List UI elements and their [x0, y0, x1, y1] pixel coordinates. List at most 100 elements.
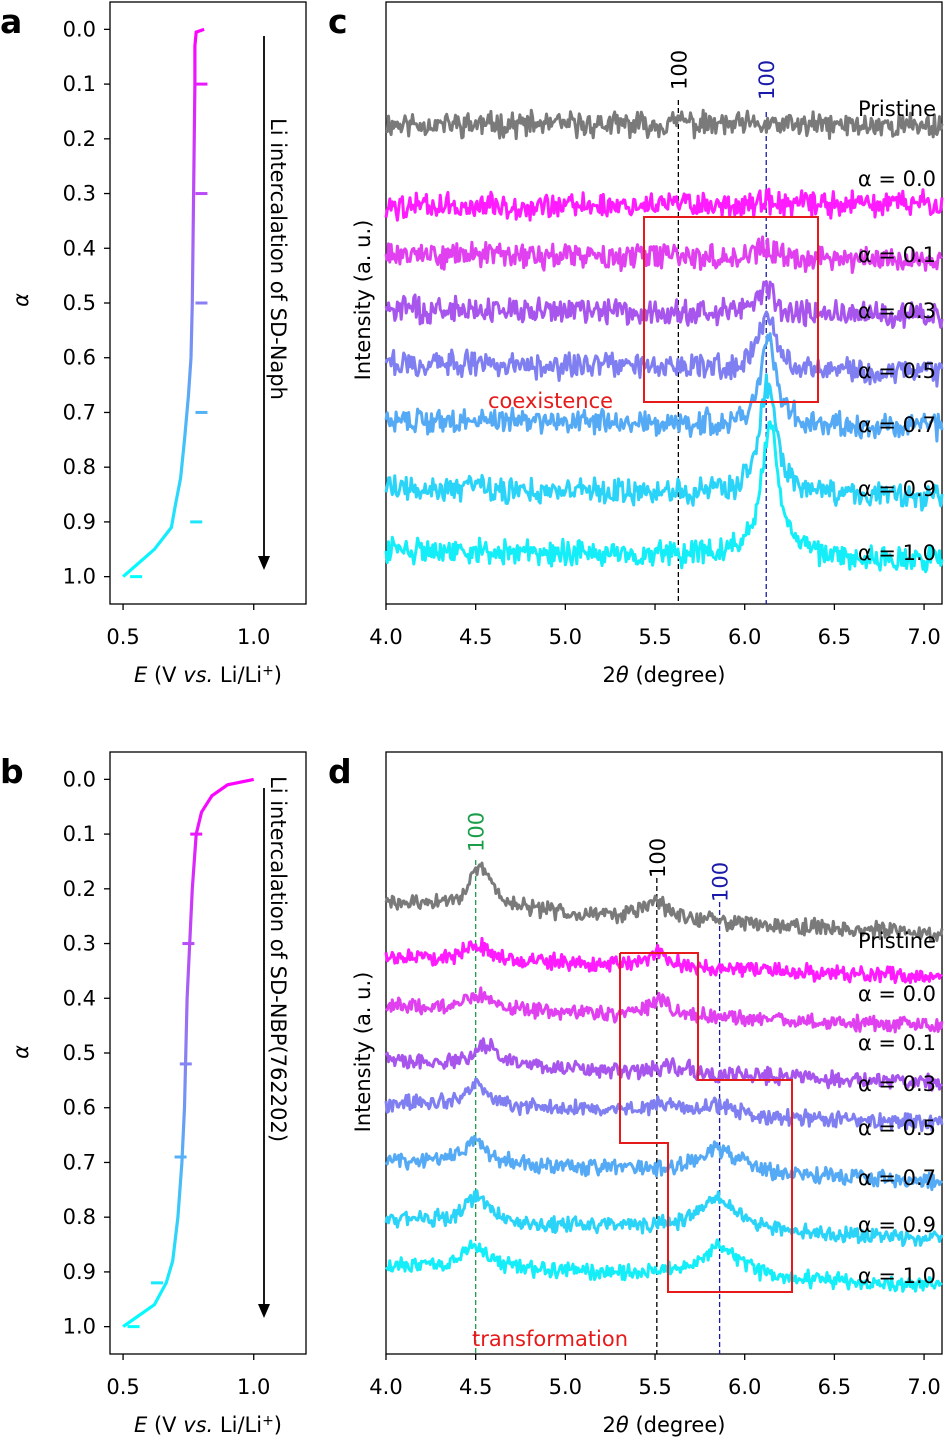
xrd-trace-d — [384, 1037, 944, 1092]
x-tick-label-b: 0.5 — [106, 1375, 139, 1399]
coexistence-label: coexistence — [488, 389, 613, 413]
x-tick-label-d: 6.5 — [818, 1375, 851, 1399]
x-axis-label-b: E (V vs. Li/Li+) — [134, 1413, 282, 1437]
y-tick-label-b: 0.4 — [63, 986, 96, 1010]
x-axis-label-a: E (V vs. Li/Li+) — [134, 663, 282, 687]
y-tick-label-b: 0.9 — [63, 1260, 96, 1284]
trace-label-d: α = 1.0 — [858, 1264, 936, 1288]
y-tick-label-a: 0.6 — [63, 346, 96, 370]
y-tick-label-b: 0.3 — [63, 932, 96, 956]
xrd-trace-d — [384, 861, 944, 942]
xrd-trace-c — [384, 235, 943, 274]
trace-label-c: α = 0.1 — [858, 243, 936, 267]
trace-label-c: α = 1.0 — [858, 541, 936, 565]
y-axis-label-d: Intensity (a. u.) — [351, 972, 375, 1133]
panel-label-a: a — [0, 2, 22, 41]
xrd-trace-d — [384, 1189, 944, 1248]
x-axis-label-c: 2θ (degree) — [603, 663, 726, 687]
y-tick-label-b: 0.7 — [63, 1150, 96, 1174]
xrd-trace-c — [384, 280, 944, 329]
xrd-trace-d — [384, 1134, 944, 1192]
y-axis-label-a: α — [9, 293, 33, 307]
y-tick-label-a: 0.0 — [63, 17, 96, 41]
trace-label-c: α = 0.9 — [858, 477, 936, 501]
xrd-trace-c — [384, 310, 944, 388]
xrd-trace-d — [384, 936, 943, 985]
x-tick-label-c: 7.0 — [907, 625, 940, 649]
y-tick-label-b: 0.6 — [63, 1096, 96, 1120]
y-tick-label-a: 0.3 — [63, 182, 96, 206]
y-tick-label-b: 0.8 — [63, 1205, 96, 1229]
panel-d: 4.0 4.5 5.0 5.5 6.0 6.5 7.0 Intensity (a. u.) … — [351, 751, 944, 1437]
voltage-curve-b — [122, 777, 255, 1328]
xrd-trace-c — [385, 108, 944, 141]
x-tick-label-d: 4.0 — [369, 1375, 402, 1399]
reference-line-label-d: 100 — [646, 838, 670, 878]
x-tick-label-d: 6.0 — [728, 1375, 761, 1399]
trace-label-d: α = 0.3 — [858, 1072, 936, 1096]
x-tick-label-d: 5.0 — [549, 1375, 582, 1399]
trace-label-d: α = 0.1 — [858, 1031, 936, 1055]
x-tick-label-d: 4.5 — [459, 1375, 492, 1399]
panel-label-c: c — [328, 2, 348, 41]
trace-label-c: α = 0.0 — [858, 167, 936, 191]
x-tick-label-d: 5.5 — [638, 1375, 671, 1399]
y-tick-label-a: 1.0 — [63, 565, 96, 589]
trace-label-c: Pristine — [858, 97, 936, 121]
y-tick-label-a: 0.2 — [63, 127, 96, 151]
y-tick-label-b: 0.5 — [63, 1041, 96, 1065]
trace-label-d: α = 0.9 — [858, 1213, 936, 1237]
x-tick-label-c: 4.0 — [369, 625, 402, 649]
xrd-trace-d — [385, 986, 944, 1034]
xrd-trace-d — [384, 1077, 944, 1133]
arrow-head-a — [258, 556, 270, 570]
transformation-label: transformation — [472, 1327, 628, 1351]
annotation-a: Li intercalation of SD-Naph — [266, 118, 290, 400]
x-tick-label-c: 4.5 — [459, 625, 492, 649]
x-tick-label-c: 6.5 — [818, 625, 851, 649]
reference-line-label-d: 100 — [709, 862, 733, 902]
x-tick-label-a: 1.0 — [237, 625, 270, 649]
y-tick-label-a: 0.8 — [63, 455, 96, 479]
reference-line-label-c: 100 — [755, 60, 779, 100]
xrd-trace-c — [384, 332, 944, 443]
coexistence-box — [643, 216, 819, 403]
xrd-trace-c — [384, 373, 944, 512]
panel-c: 4.0 4.5 5.0 5.5 6.0 6.5 7.0 Intensity (a. u.) … — [351, 1, 944, 687]
voltage-curve-a — [122, 27, 205, 578]
trace-label-d: Pristine — [858, 929, 936, 953]
arrow-head-b — [258, 1304, 270, 1318]
trace-label-d: α = 0.0 — [858, 982, 936, 1006]
y-tick-label-a: 0.1 — [63, 72, 96, 96]
y-tick-label-a: 0.7 — [63, 400, 96, 424]
plot-frame-c — [385, 1, 943, 605]
y-tick-label-a: 0.5 — [63, 291, 96, 315]
panel-a: 0.0 0.1 0.2 0.3 0.4 0.5 0.6 0.7 0.8 0.9 1.0 0.5 1.0… — [9, 1, 307, 687]
x-tick-label-b: 1.0 — [237, 1375, 270, 1399]
x-tick-label-d: 7.0 — [907, 1375, 940, 1399]
transformation-box — [619, 952, 793, 1293]
xrd-trace-c — [384, 187, 944, 222]
y-axis-label-c: Intensity (a. u.) — [351, 220, 375, 381]
x-axis-label-d: 2θ (degree) — [603, 1413, 726, 1437]
trace-label-c: α = 0.3 — [858, 299, 936, 323]
y-tick-label-b: 0.2 — [63, 877, 96, 901]
x-tick-label-c: 5.0 — [549, 625, 582, 649]
x-tick-label-c: 6.0 — [728, 625, 761, 649]
x-tick-label-a: 0.5 — [106, 625, 139, 649]
trace-label-d: α = 0.5 — [858, 1116, 936, 1140]
xrd-trace-c — [384, 420, 944, 574]
panel-b: 0.0 0.1 0.2 0.3 0.4 0.5 0.6 0.7 0.8 0.9 1.0 0.5 1.0… — [9, 751, 307, 1437]
trace-label-c: α = 0.7 — [858, 413, 936, 437]
reference-line-label-c: 100 — [667, 50, 691, 90]
y-tick-label-b: 0.0 — [63, 767, 96, 791]
reference-line-label-d: 100 — [465, 812, 489, 852]
trace-label-d: α = 0.7 — [858, 1166, 936, 1190]
x-tick-label-c: 5.5 — [638, 625, 671, 649]
trace-label-c: α = 0.5 — [858, 359, 936, 383]
annotation-b: Li intercalation of SD-NBP(762202) — [266, 776, 290, 1142]
xrd-trace-d — [384, 1238, 943, 1293]
y-tick-label-a: 0.4 — [63, 236, 96, 260]
y-tick-label-b: 1.0 — [63, 1315, 96, 1339]
